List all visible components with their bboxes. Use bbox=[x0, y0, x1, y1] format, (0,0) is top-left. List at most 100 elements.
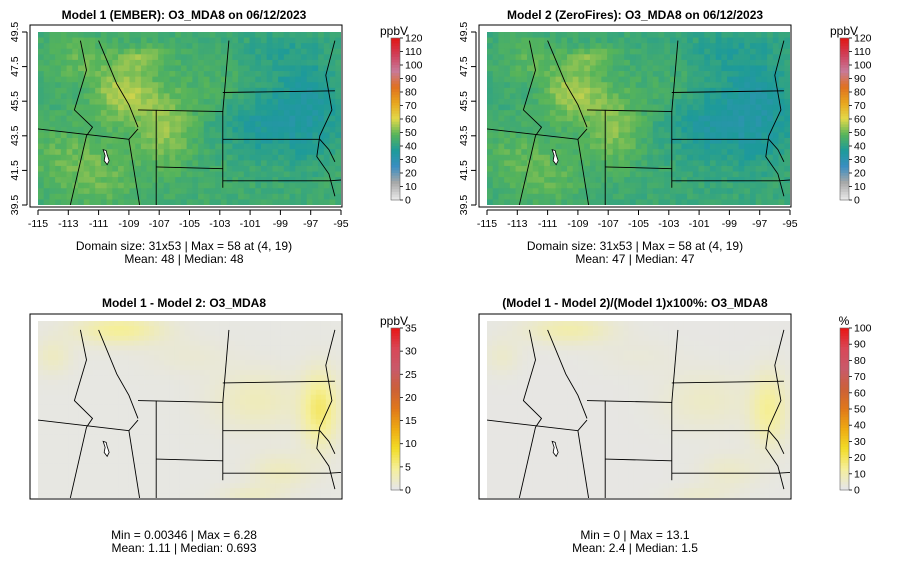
heatmap-cell bbox=[179, 419, 185, 425]
heatmap-cell bbox=[709, 138, 717, 145]
heatmap-cell bbox=[532, 65, 539, 72]
heatmap-cell bbox=[492, 160, 499, 167]
heatmap-cell bbox=[72, 54, 79, 61]
heatmap-cell bbox=[772, 48, 779, 55]
heatmap-cell bbox=[612, 76, 619, 83]
heatmap-cell bbox=[180, 104, 188, 111]
heatmap-cell bbox=[43, 321, 49, 327]
heatmap-cell bbox=[66, 177, 73, 184]
colorbar-swatch bbox=[391, 94, 400, 98]
heatmap-cell bbox=[169, 115, 176, 122]
heatmap-cell bbox=[88, 389, 94, 396]
heatmap-cell bbox=[106, 132, 113, 139]
heatmap-cell bbox=[154, 434, 160, 440]
heatmap-cell bbox=[329, 98, 336, 105]
heatmap-cell bbox=[624, 138, 631, 145]
heatmap-cell bbox=[219, 340, 226, 346]
heatmap-cell bbox=[315, 384, 322, 391]
heatmap-cell bbox=[118, 345, 125, 351]
heatmap-cell bbox=[214, 321, 221, 327]
heatmap-cell bbox=[238, 149, 245, 156]
heatmap-cell bbox=[146, 104, 153, 111]
heatmap-cell bbox=[146, 199, 153, 205]
heatmap-cell bbox=[146, 59, 153, 66]
heatmap-cell bbox=[635, 48, 642, 55]
heatmap-cell bbox=[140, 199, 148, 205]
heatmap-cell bbox=[727, 32, 734, 38]
heatmap-cell bbox=[100, 121, 108, 128]
heatmap-cell bbox=[139, 355, 145, 361]
heatmap-cell bbox=[289, 87, 296, 94]
heatmap-cell bbox=[209, 409, 216, 415]
heatmap-cell bbox=[589, 71, 597, 78]
heatmap-cell bbox=[658, 126, 665, 133]
heatmap-cell bbox=[43, 37, 50, 44]
heatmap-cell bbox=[135, 138, 142, 145]
heatmap-cell bbox=[738, 121, 745, 128]
heatmap-cell bbox=[68, 409, 74, 415]
state-border-line bbox=[98, 40, 139, 128]
heatmap-cell bbox=[123, 154, 130, 161]
heatmap-cell bbox=[174, 409, 180, 415]
heatmap-cell bbox=[778, 76, 785, 83]
heatmap-cell bbox=[561, 32, 568, 38]
heatmap-cell bbox=[607, 65, 614, 72]
heatmap-cell bbox=[38, 365, 44, 371]
heatmap-cell bbox=[675, 48, 682, 55]
heatmap-cell bbox=[123, 87, 130, 94]
heatmap-cell bbox=[175, 177, 182, 184]
heatmap-cell bbox=[243, 32, 250, 38]
heatmap-cell bbox=[624, 54, 631, 61]
heatmap-cell bbox=[306, 48, 313, 55]
heatmap-cell bbox=[607, 154, 614, 161]
heatmap-cell bbox=[285, 340, 291, 346]
heatmap-cell bbox=[315, 330, 322, 337]
heatmap-cell bbox=[146, 126, 153, 133]
heatmap-cell bbox=[112, 160, 119, 167]
heatmap-cell bbox=[238, 37, 245, 44]
heatmap-cell bbox=[658, 115, 665, 122]
heatmap-cell bbox=[249, 37, 256, 44]
heatmap-cell bbox=[635, 76, 642, 83]
heatmap-cell bbox=[612, 149, 619, 156]
heatmap-cell bbox=[320, 404, 327, 410]
heatmap-cell bbox=[199, 384, 206, 391]
heatmap-cell bbox=[521, 93, 528, 100]
heatmap-cell bbox=[584, 71, 591, 78]
heatmap-cell bbox=[43, 98, 50, 105]
heatmap-cell bbox=[335, 350, 341, 356]
heatmap-cell bbox=[215, 199, 222, 205]
heatmap-cell bbox=[527, 177, 534, 184]
heatmap-cell bbox=[220, 65, 228, 72]
heatmap-cell bbox=[641, 126, 648, 133]
heatmap-cell bbox=[612, 48, 619, 55]
heatmap-cell bbox=[220, 59, 228, 66]
colorbar-swatch bbox=[391, 46, 400, 50]
heatmap-cell bbox=[180, 87, 188, 94]
heatmap-cell bbox=[295, 365, 301, 371]
heatmap-cell bbox=[572, 71, 579, 78]
heatmap-cell bbox=[226, 182, 233, 189]
heatmap-cell bbox=[323, 48, 330, 55]
heatmap-cell bbox=[255, 138, 262, 145]
heatmap-cell bbox=[289, 188, 296, 195]
heatmap-cell bbox=[647, 104, 654, 111]
heatmap-cell bbox=[492, 43, 499, 50]
heatmap-cell bbox=[306, 110, 313, 117]
heatmap-cell bbox=[509, 121, 516, 128]
heatmap-cell bbox=[265, 325, 271, 332]
heatmap-cell bbox=[601, 171, 608, 178]
heatmap-cell bbox=[300, 82, 308, 89]
heatmap-cell bbox=[300, 98, 308, 105]
heatmap-cell bbox=[335, 71, 341, 78]
heatmap-cell bbox=[43, 335, 49, 342]
heatmap-cell bbox=[139, 389, 145, 396]
heatmap-cell bbox=[320, 389, 327, 396]
heatmap-cell bbox=[290, 409, 296, 415]
heatmap-cell bbox=[184, 404, 190, 410]
heatmap-cell bbox=[113, 355, 120, 361]
heatmap-cell bbox=[618, 87, 625, 94]
heatmap-cell bbox=[255, 32, 262, 38]
heatmap-cell bbox=[243, 132, 250, 139]
heatmap-cell bbox=[629, 87, 637, 94]
